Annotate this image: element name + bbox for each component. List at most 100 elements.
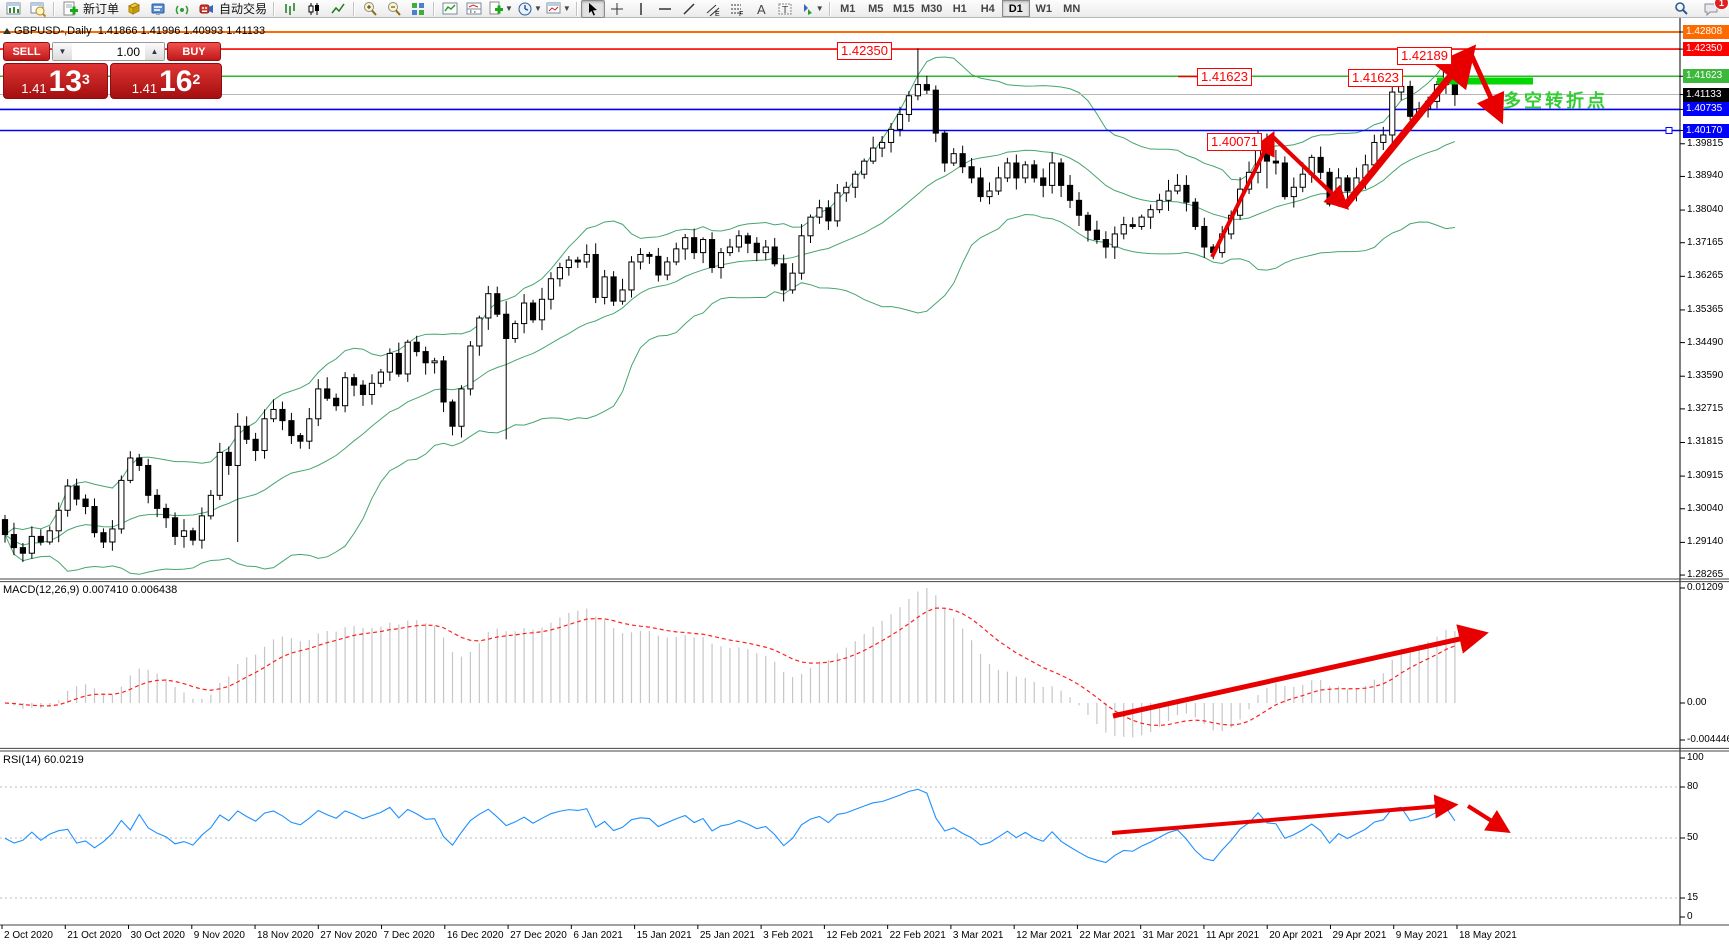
- candle: [986, 190, 993, 198]
- candle: [771, 246, 778, 265]
- price-line-label: 1.42350: [1683, 42, 1729, 57]
- candle: [556, 267, 563, 280]
- volume-input[interactable]: [72, 43, 145, 60]
- history-center-icon[interactable]: [122, 0, 146, 18]
- bar-chart-icon[interactable]: [278, 0, 302, 18]
- price-label-box[interactable]: 1.41623: [1197, 68, 1252, 86]
- add-indicator-icon[interactable]: ▼: [486, 0, 515, 18]
- date-label: 7 Dec 2020: [383, 930, 435, 941]
- indicator-window-icon[interactable]: [462, 0, 486, 18]
- candle: [350, 377, 358, 386]
- chart-profiles-icon[interactable]: [26, 0, 50, 18]
- rsi-axis-label: 0: [1687, 911, 1693, 922]
- macd-axis-label: -0.004446: [1687, 734, 1729, 745]
- candle: [1192, 201, 1199, 227]
- terminal-icon[interactable]: [146, 0, 170, 18]
- price-tick-label: 1.34490: [1687, 336, 1724, 348]
- new-order-button[interactable]: [58, 0, 82, 18]
- vertical-line-button[interactable]: [629, 0, 653, 18]
- arrow-shapes-button[interactable]: ▼: [797, 0, 826, 18]
- price-label-box[interactable]: 1.42350: [837, 42, 892, 60]
- bid-quote-button[interactable]: 1.41 13 3: [3, 63, 108, 99]
- candle: [64, 485, 71, 511]
- trend-arrow[interactable]: [1210, 130, 1275, 258]
- chat-icon[interactable]: 1: [1699, 0, 1729, 18]
- equidistant-channel-button[interactable]: E: [701, 0, 725, 18]
- timeframe-button-d1[interactable]: D1: [1001, 0, 1030, 17]
- sell-button[interactable]: SELL: [3, 42, 50, 61]
- candle: [708, 239, 716, 269]
- trendline-button[interactable]: [677, 0, 701, 18]
- text-label-button[interactable]: T: [773, 0, 797, 18]
- collapse-panel-icon[interactable]: [3, 28, 11, 34]
- timeframe-button-h1[interactable]: H1: [952, 2, 967, 15]
- price-line-label: 1.40170: [1683, 123, 1729, 138]
- trend-arrow[interactable]: [1342, 44, 1477, 209]
- volume-decrease-button[interactable]: ▼: [53, 43, 72, 60]
- search-icon[interactable]: [1669, 0, 1693, 18]
- timeframe-button-mn[interactable]: MN: [1063, 2, 1081, 15]
- price-tick-label: 1.36265: [1687, 270, 1724, 282]
- timeframe-button-m1[interactable]: M1: [840, 2, 856, 15]
- buy-button[interactable]: BUY: [167, 42, 221, 61]
- candle: [700, 239, 707, 254]
- periods-icon[interactable]: ▼: [515, 0, 544, 18]
- trend-arrow[interactable]: [1111, 794, 1459, 835]
- annotation-connector: [1456, 50, 1472, 55]
- candle: [440, 360, 447, 403]
- candle: [735, 235, 742, 248]
- trend-arrow[interactable]: [1466, 804, 1511, 833]
- candle: [1022, 164, 1029, 179]
- horizontal-line-button[interactable]: [653, 0, 677, 18]
- tile-windows-icon[interactable]: [406, 0, 430, 18]
- autotrading-icon[interactable]: [194, 0, 218, 18]
- zoom-out-icon[interactable]: [382, 0, 406, 18]
- cursor-button[interactable]: [580, 0, 605, 18]
- candle: [753, 242, 760, 254]
- line-chart-icon[interactable]: [326, 0, 350, 18]
- price-label-box[interactable]: 1.41623: [1348, 69, 1403, 87]
- timeframe-button-h4[interactable]: H4: [980, 2, 995, 15]
- ask-quote-button[interactable]: 1.41 16 2: [110, 63, 222, 99]
- candle: [1147, 209, 1154, 218]
- trend-arrow[interactable]: [1467, 50, 1505, 125]
- line-handle[interactable]: [1665, 127, 1673, 135]
- new-order-label[interactable]: 新订单: [83, 2, 120, 16]
- volume-increase-button[interactable]: ▲: [145, 43, 164, 60]
- new-chart-icon[interactable]: [2, 0, 26, 18]
- autotrading-label[interactable]: 自动交易: [219, 2, 268, 16]
- candle: [467, 345, 474, 390]
- price-label-box[interactable]: 1.40071: [1207, 133, 1262, 151]
- candle: [333, 397, 340, 407]
- trend-arrows[interactable]: [1111, 44, 1511, 835]
- candle: [279, 408, 286, 422]
- turning-point-label[interactable]: 多空转折点: [1503, 91, 1608, 111]
- candle: [485, 293, 492, 319]
- price-label-box[interactable]: 1.42189: [1397, 47, 1452, 65]
- zoom-in-icon[interactable]: [358, 0, 382, 18]
- candle: [887, 128, 895, 143]
- candle: [234, 425, 241, 466]
- candle: [10, 534, 18, 549]
- timeframe-button-w1[interactable]: W1: [1035, 2, 1052, 15]
- date-label: 16 Dec 2020: [446, 930, 504, 941]
- toolbar-separator: [353, 1, 356, 16]
- fibonacci-button[interactable]: F: [725, 0, 749, 18]
- candle: [1201, 225, 1208, 248]
- trend-arrow[interactable]: [1270, 134, 1350, 210]
- templates-icon[interactable]: ▼: [544, 0, 573, 18]
- timeframe-button-m30[interactable]: M30: [921, 2, 943, 15]
- candlestick-chart-icon[interactable]: [302, 0, 326, 18]
- macd-signal-line: [4, 607, 1456, 727]
- crosshair-button[interactable]: [605, 0, 629, 18]
- candle: [1380, 134, 1387, 143]
- text-button[interactable]: A: [749, 0, 773, 18]
- candle: [243, 425, 250, 440]
- candle: [521, 302, 528, 325]
- signals-icon[interactable]: [170, 0, 194, 18]
- indicators-icon[interactable]: [438, 0, 462, 18]
- timeframe-button-m15[interactable]: M15: [893, 2, 915, 15]
- trend-arrow[interactable]: [1112, 624, 1489, 719]
- timeframe-button-m5[interactable]: M5: [868, 2, 884, 15]
- date-label: 2 Oct 2020: [4, 930, 53, 941]
